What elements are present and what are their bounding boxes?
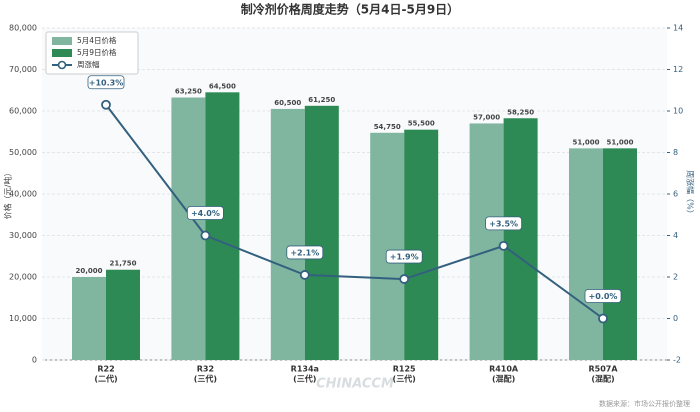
x-tick-note: (二代) — [94, 374, 117, 384]
y-tick-label: 0 — [32, 356, 37, 365]
bar — [270, 108, 305, 360]
x-tick-note: (三代) — [194, 374, 217, 384]
x-tick-note: (混配) — [591, 374, 614, 384]
line-value-label: +10.3% — [89, 78, 123, 87]
y-tick-label: 30,000 — [9, 231, 37, 240]
bar — [404, 129, 439, 360]
line-value-label: +3.5% — [489, 219, 518, 228]
line-value-label: +2.1% — [290, 248, 319, 257]
y2-tick-label: 4 — [673, 231, 678, 240]
bar-value-label: 58,250 — [507, 108, 534, 116]
line-point — [299, 270, 310, 280]
bar — [370, 132, 405, 360]
line-point — [598, 313, 608, 324]
bar-value-label: 61,250 — [308, 96, 335, 104]
bar — [72, 277, 106, 360]
bar-value-label: 51,000 — [606, 138, 633, 146]
bar-value-label: 63,250 — [175, 88, 202, 96]
line-point — [498, 240, 509, 251]
label-box — [286, 245, 324, 260]
bar-value-label: 60,500 — [274, 99, 301, 107]
legend-label: 5月9日价格 — [77, 47, 117, 57]
label-box — [584, 289, 622, 303]
legend-swatch — [52, 37, 72, 45]
line-point — [399, 274, 410, 284]
bar-value-label: 54,750 — [374, 123, 401, 131]
x-tick-label: R507A — [588, 365, 618, 374]
y2-tick-label: 6 — [673, 190, 678, 199]
y-tick-label: 50,000 — [9, 148, 37, 157]
legend-marker — [57, 60, 67, 70]
bar-value-label: 55,500 — [408, 120, 435, 128]
y-tick-label: 80,000 — [9, 24, 37, 33]
y2-axis-label: 周涨幅（%） — [686, 170, 696, 218]
bar — [503, 118, 538, 360]
x-tick-note: (三代) — [393, 374, 416, 384]
x-tick-note: (混配) — [492, 374, 515, 384]
y2-tick-label: 8 — [673, 148, 678, 157]
bar-value-label: 21,750 — [109, 260, 136, 268]
x-tick-label: R125 — [393, 365, 416, 374]
y2-tick-label: 0 — [673, 314, 678, 323]
bar-value-label: 64,500 — [209, 82, 236, 90]
x-tick-label: R134a — [291, 365, 319, 374]
bar — [304, 105, 339, 360]
y-tick-label: 40,000 — [9, 190, 37, 199]
bar — [569, 148, 603, 360]
bar — [205, 92, 240, 360]
y2-tick-label: 2 — [673, 273, 678, 282]
y2-tick-label: 10 — [673, 107, 683, 116]
y-tick-label: 70,000 — [9, 65, 37, 74]
label-box — [385, 249, 423, 264]
bar — [603, 148, 637, 360]
legend-swatch — [52, 49, 72, 57]
y2-tick-label: -2 — [673, 356, 681, 365]
line-point — [101, 99, 111, 110]
bar-value-label: 57,000 — [473, 113, 500, 121]
label-box — [87, 75, 125, 90]
bar-value-label: 20,000 — [75, 267, 102, 275]
line-point — [200, 230, 211, 241]
x-tick-label: R32 — [197, 365, 214, 374]
x-tick-label: R410A — [489, 365, 519, 374]
line-value-label: +1.9% — [390, 253, 419, 262]
source-note: 数据来源：市场公开报价整理 — [599, 399, 690, 408]
bar — [106, 269, 140, 360]
bar — [469, 123, 504, 360]
legend-label: 周涨幅 — [77, 59, 100, 69]
y2-tick-label: 12 — [673, 65, 683, 74]
bar-value-label: 51,000 — [572, 138, 599, 146]
chart-title: 制冷剂价格周度走势（5月4日-5月9日） — [241, 2, 459, 17]
y-tick-label: 20,000 — [9, 273, 37, 282]
line-value-label: +4.0% — [191, 209, 220, 218]
y-axis-label: 价格（元/吨） — [3, 169, 13, 220]
x-tick-label: R22 — [97, 365, 114, 374]
y-tick-label: 10,000 — [9, 314, 37, 323]
legend-label: 5月4日价格 — [77, 35, 117, 45]
y2-tick-label: 14 — [673, 24, 683, 33]
label-box — [485, 216, 523, 231]
label-box — [186, 206, 224, 220]
watermark: CHINACCM — [316, 377, 394, 392]
y-tick-label: 60,000 — [9, 107, 37, 116]
line-value-label: +0.0% — [589, 292, 618, 301]
x-tick-note: (三代) — [293, 374, 316, 384]
